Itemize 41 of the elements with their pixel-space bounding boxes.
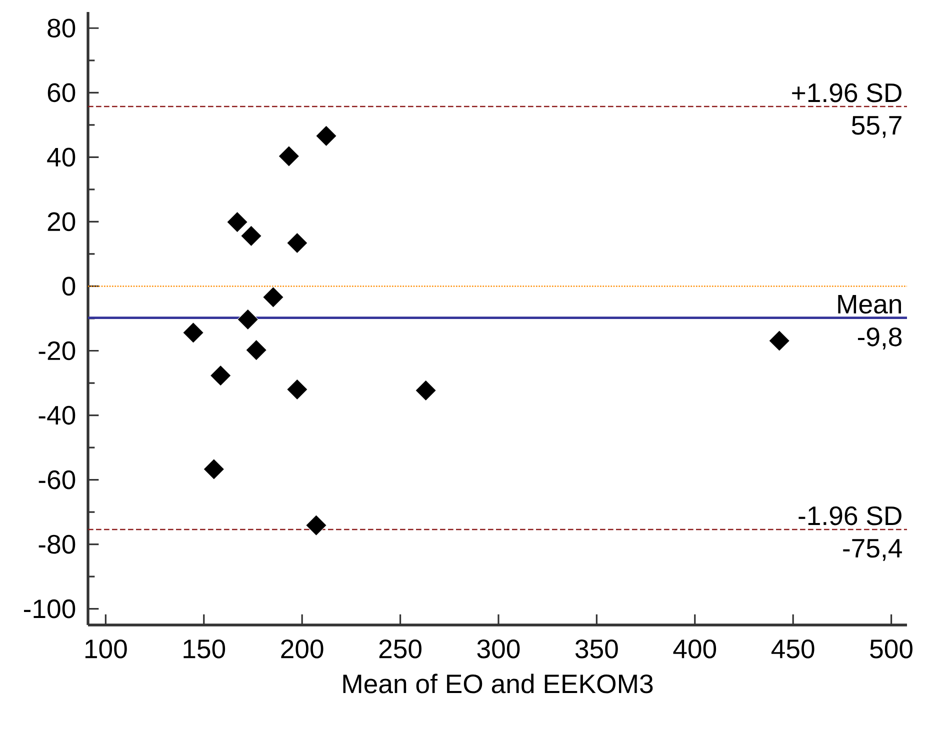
point	[286, 378, 308, 400]
ref-line-label: Mean	[838, 294, 901, 314]
x-tick-label: 300	[477, 639, 520, 658]
y-tick-label: 0	[62, 276, 76, 296]
point	[246, 339, 267, 361]
point	[240, 225, 262, 247]
annotation: 55,7	[852, 116, 902, 138]
y-tick-label: -40	[38, 406, 76, 425]
x-tick-label: 200	[281, 639, 324, 658]
ref-line-label: -1.96 SD	[798, 506, 902, 526]
x-tick-label: 350	[575, 639, 618, 658]
y-tick-label: 80	[48, 18, 76, 38]
y-tick-label: 60	[48, 83, 76, 102]
point	[262, 286, 284, 308]
ref-line-label: +1.96 SD	[792, 83, 902, 102]
y-tick-label: -100	[24, 599, 76, 618]
point	[286, 232, 308, 254]
x-tick-label: 250	[379, 639, 422, 658]
y-tick-label: 20	[48, 212, 76, 232]
x-tick-label: 150	[184, 639, 226, 658]
point	[182, 322, 204, 344]
annotation: -9,8	[858, 327, 902, 350]
y-tick-label: -20	[38, 341, 76, 360]
point	[226, 211, 248, 233]
point	[415, 380, 436, 402]
x-axis-title: Mean of EO and EEKOM3	[343, 674, 653, 694]
point	[237, 308, 259, 330]
x-tick-label: 400	[673, 639, 716, 658]
x-tick-label: 450	[771, 639, 814, 658]
y-tick-label: -80	[38, 534, 76, 554]
annotation: -75,4	[843, 539, 902, 561]
point	[278, 146, 300, 167]
point	[768, 330, 790, 352]
point	[203, 458, 225, 480]
x-tick-label: 100	[85, 639, 127, 658]
y-tick-label: -60	[38, 470, 76, 490]
y-tick-label: 40	[47, 148, 76, 167]
point	[210, 364, 232, 386]
point	[316, 125, 337, 147]
point	[306, 514, 327, 536]
x-tick-label: 500	[870, 639, 912, 658]
